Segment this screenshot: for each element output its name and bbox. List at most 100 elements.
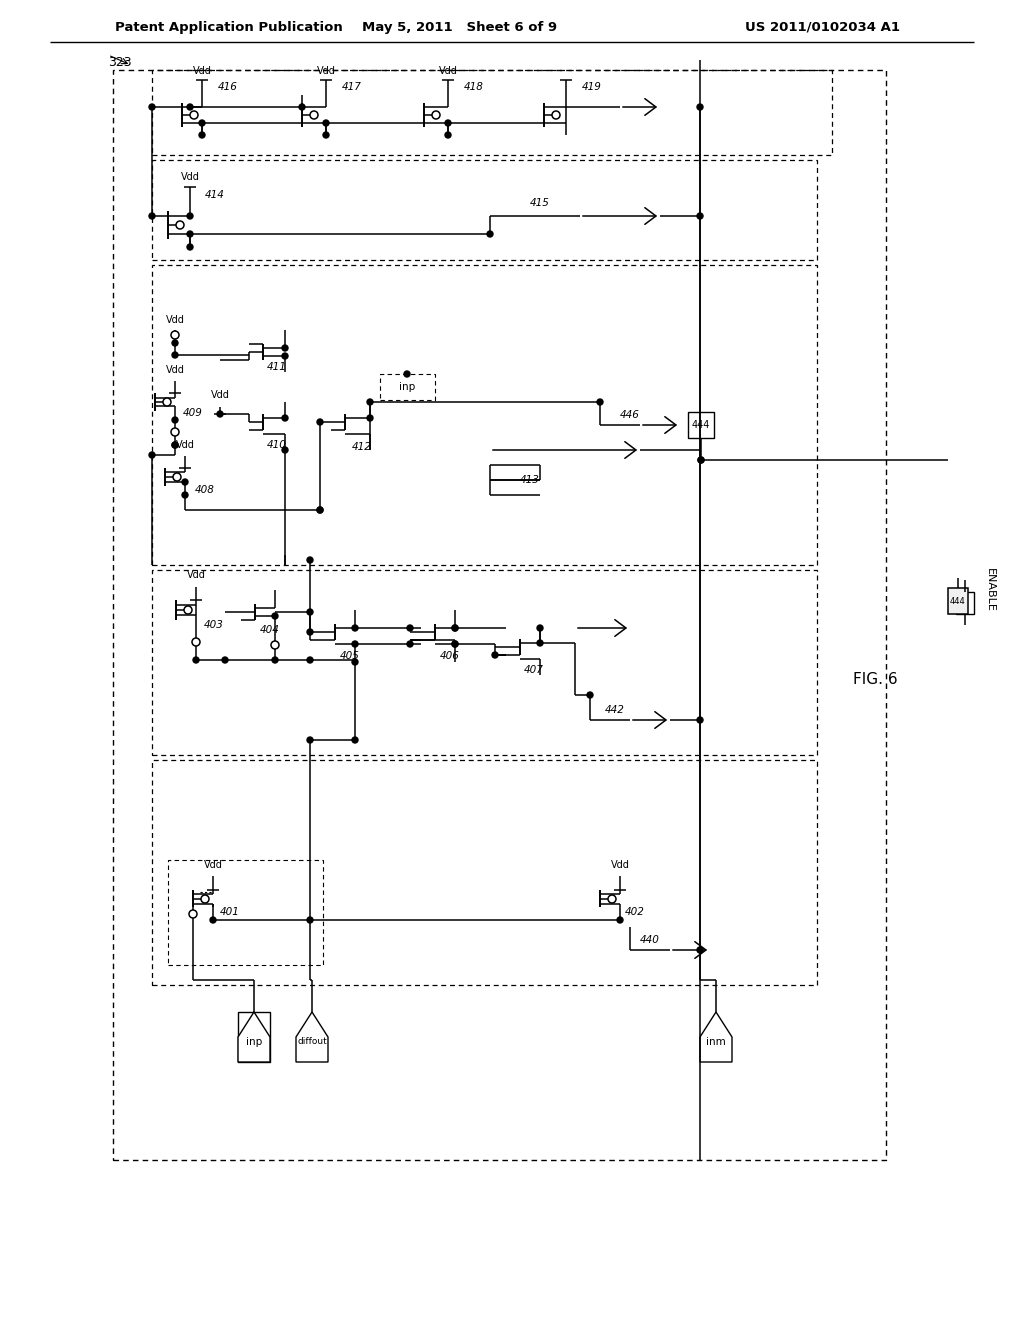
Circle shape <box>163 399 171 407</box>
Text: 402: 402 <box>625 907 645 917</box>
Circle shape <box>307 609 313 615</box>
Circle shape <box>323 120 329 125</box>
Circle shape <box>182 492 188 498</box>
Circle shape <box>171 331 179 339</box>
Bar <box>152 70 831 154</box>
Circle shape <box>150 213 155 219</box>
Circle shape <box>199 120 205 125</box>
Text: 408: 408 <box>195 484 215 495</box>
Circle shape <box>199 132 205 139</box>
Circle shape <box>323 132 329 139</box>
Circle shape <box>182 479 188 484</box>
Text: 405: 405 <box>340 651 359 661</box>
Circle shape <box>150 104 155 110</box>
Circle shape <box>552 111 560 119</box>
Text: ENABLE: ENABLE <box>985 568 995 612</box>
Circle shape <box>193 638 200 645</box>
Bar <box>238 1012 270 1063</box>
Circle shape <box>172 417 178 422</box>
Circle shape <box>697 717 703 723</box>
Text: 444: 444 <box>692 420 711 430</box>
Text: 417: 417 <box>342 82 361 92</box>
Polygon shape <box>296 1012 328 1063</box>
Text: Vdd: Vdd <box>204 861 222 870</box>
Text: Vdd: Vdd <box>316 66 336 77</box>
Circle shape <box>173 473 181 480</box>
Text: 412: 412 <box>352 442 372 451</box>
Circle shape <box>352 642 358 647</box>
Circle shape <box>172 341 178 346</box>
Circle shape <box>187 244 193 249</box>
Circle shape <box>317 507 323 513</box>
Circle shape <box>317 418 323 425</box>
Text: Vdd: Vdd <box>186 570 206 579</box>
Polygon shape <box>700 1012 732 1063</box>
Circle shape <box>407 624 413 631</box>
Circle shape <box>307 630 313 635</box>
Text: 401: 401 <box>220 907 240 917</box>
Circle shape <box>282 345 288 351</box>
Circle shape <box>452 642 458 647</box>
Circle shape <box>271 642 279 649</box>
Text: inm: inm <box>707 1038 726 1047</box>
Circle shape <box>282 414 288 421</box>
Text: US 2011/0102034 A1: US 2011/0102034 A1 <box>745 21 900 33</box>
Text: Vdd: Vdd <box>211 389 229 400</box>
Circle shape <box>222 657 228 663</box>
Text: 444: 444 <box>950 597 966 606</box>
Bar <box>152 160 817 260</box>
Circle shape <box>150 451 155 458</box>
Circle shape <box>282 447 288 453</box>
Text: 403: 403 <box>204 620 224 630</box>
Text: 416: 416 <box>218 82 238 92</box>
Circle shape <box>617 917 623 923</box>
Circle shape <box>452 624 458 631</box>
Text: 406: 406 <box>440 651 460 661</box>
Circle shape <box>299 104 305 110</box>
Circle shape <box>190 111 198 119</box>
Circle shape <box>432 111 440 119</box>
Text: 418: 418 <box>464 82 484 92</box>
Text: 404: 404 <box>260 624 280 635</box>
Circle shape <box>307 657 313 663</box>
Circle shape <box>171 428 179 436</box>
Circle shape <box>537 624 543 631</box>
Circle shape <box>445 120 451 125</box>
Circle shape <box>367 399 373 405</box>
Text: 419: 419 <box>582 82 602 92</box>
Circle shape <box>352 624 358 631</box>
Circle shape <box>189 909 197 917</box>
Text: 410: 410 <box>267 440 287 450</box>
Text: inp: inp <box>246 1038 262 1047</box>
Circle shape <box>407 642 413 647</box>
Text: 407: 407 <box>524 665 544 675</box>
Circle shape <box>492 652 498 657</box>
Circle shape <box>307 917 313 923</box>
Circle shape <box>210 917 216 923</box>
Circle shape <box>176 220 184 228</box>
Text: 323: 323 <box>108 55 132 69</box>
Circle shape <box>317 507 323 513</box>
Circle shape <box>307 557 313 564</box>
Circle shape <box>187 231 193 238</box>
Circle shape <box>597 399 603 405</box>
Text: May 5, 2011   Sheet 6 of 9: May 5, 2011 Sheet 6 of 9 <box>362 21 557 33</box>
Circle shape <box>272 657 278 663</box>
Text: Vdd: Vdd <box>175 440 195 450</box>
Text: Vdd: Vdd <box>166 315 184 325</box>
Bar <box>152 760 817 985</box>
Text: Vdd: Vdd <box>180 172 200 182</box>
Circle shape <box>310 111 318 119</box>
Bar <box>948 587 968 614</box>
Circle shape <box>172 352 178 358</box>
Circle shape <box>217 411 223 417</box>
Circle shape <box>452 624 458 631</box>
Circle shape <box>201 895 209 903</box>
Text: Vdd: Vdd <box>166 366 184 375</box>
Text: 446: 446 <box>620 411 640 420</box>
Text: FIG. 6: FIG. 6 <box>853 672 897 688</box>
Circle shape <box>537 640 543 645</box>
Circle shape <box>193 657 199 663</box>
Circle shape <box>698 457 705 463</box>
Circle shape <box>487 231 493 238</box>
